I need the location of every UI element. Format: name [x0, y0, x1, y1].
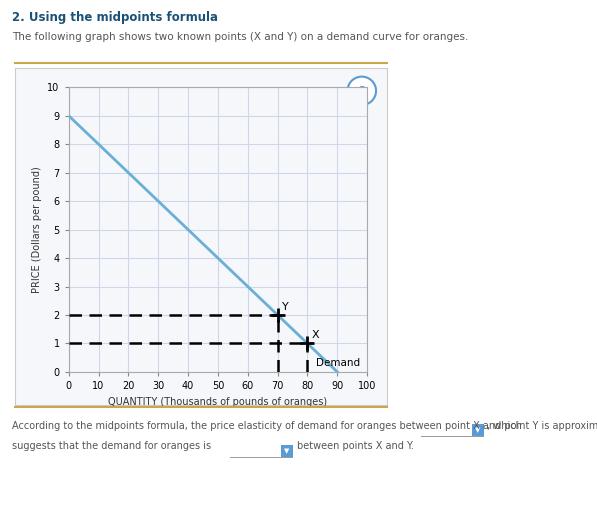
- Text: suggests that the demand for oranges is: suggests that the demand for oranges is: [12, 441, 211, 451]
- Text: According to the midpoints formula, the price elasticity of demand for oranges b: According to the midpoints formula, the …: [12, 421, 597, 430]
- Text: ▼: ▼: [284, 448, 290, 453]
- Circle shape: [347, 76, 376, 105]
- Text: ?: ?: [358, 85, 365, 98]
- X-axis label: QUANTITY (Thousands of pounds of oranges): QUANTITY (Thousands of pounds of oranges…: [108, 397, 328, 406]
- FancyBboxPatch shape: [472, 424, 484, 437]
- Text: between points X and Y.: between points X and Y.: [297, 441, 414, 451]
- Y-axis label: PRICE (Dollars per pound): PRICE (Dollars per pound): [32, 166, 42, 293]
- Text: X: X: [312, 330, 319, 340]
- Text: ▼: ▼: [475, 427, 481, 433]
- Text: 2. Using the midpoints formula: 2. Using the midpoints formula: [12, 11, 218, 24]
- FancyBboxPatch shape: [281, 445, 293, 457]
- Text: , which: , which: [487, 421, 521, 430]
- Text: Demand: Demand: [316, 358, 361, 368]
- Text: Y: Y: [282, 302, 289, 312]
- Text: The following graph shows two known points (X and Y) on a demand curve for orang: The following graph shows two known poin…: [12, 32, 468, 42]
